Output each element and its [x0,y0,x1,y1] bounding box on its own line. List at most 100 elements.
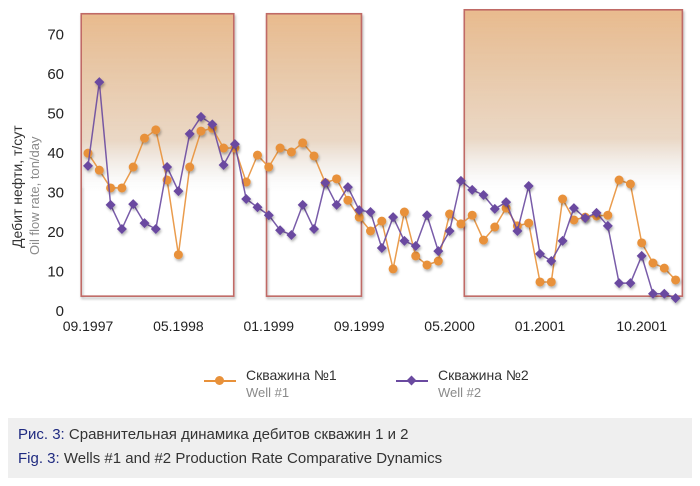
caption-line-ru: Рис. 3: Сравнительная динамика дебитов с… [18,426,408,443]
data-point [535,248,545,259]
data-point [501,197,512,208]
x-tick-label: 01.2001 [515,318,566,334]
data-point [128,162,138,172]
data-point [490,222,500,232]
data-point [94,77,105,88]
highlight-range-1 [80,12,235,297]
data-point [614,175,624,185]
series-2 [83,77,681,304]
highlight-ranges [80,9,684,297]
data-point [670,293,681,304]
legend-label-ru: Скважина №1 [246,367,337,383]
y-axis-label: Дебит нефти, т/сут Oil flow rate, ton/da… [4,0,42,320]
data-point [524,218,534,228]
data-point [602,220,613,231]
data-point [116,224,127,235]
data-point [150,224,161,235]
y-axis-label-ru: Дебит нефти, т/сут [9,125,25,248]
data-point [365,207,376,218]
data-point [128,199,139,210]
data-point [411,251,421,261]
data-point [320,177,331,188]
data-point [558,194,568,204]
x-tick-label: 09.1997 [63,318,114,334]
x-tick-label: 10.2001 [616,318,667,334]
data-point [343,195,353,205]
data-point [456,219,466,229]
data-point [173,186,184,197]
data-point [140,133,149,143]
data-point [659,288,670,299]
data-point [603,210,613,220]
x-tick-label: 05.2000 [424,318,475,334]
data-point [569,215,579,225]
data-point [546,256,557,267]
y-tick-label: 0 [56,303,64,320]
data-point [196,126,206,136]
data-point [185,162,195,172]
data-point [557,235,568,246]
data-point [173,250,183,260]
caption-prefix-ru: Рис. 3: [18,426,65,443]
legend: Скважина №1 Well #1 Скважина №2 Well #2 [200,367,600,407]
data-point [445,209,455,219]
data-point [354,205,365,216]
y-tick-label: 10 [47,264,64,281]
data-point [637,238,647,248]
data-point [309,224,319,235]
data-point [467,210,477,220]
data-point [309,151,319,161]
data-point [422,260,432,270]
data-point [433,256,443,266]
data-point [218,160,229,171]
data-point [275,225,286,236]
data-point [263,210,274,221]
y-tick-label: 60 [47,66,64,83]
data-point [568,203,579,214]
y-tick-label: 30 [47,185,64,202]
data-point [546,277,556,287]
data-point [671,275,681,285]
data-point [580,212,591,223]
y-tick-label: 50 [47,106,64,123]
data-point [377,216,387,226]
data-point [648,288,658,299]
series-1 [83,123,681,287]
data-point [298,138,308,148]
caption-text-en: Wells #1 and #2 Production Rate Comparat… [59,450,443,467]
data-point [399,207,409,217]
legend-label-ru: Скважина №2 [438,367,529,383]
data-point [83,148,93,158]
y-axis-label-en: Oil flow rate, ton/day [27,136,42,256]
data-point [659,263,669,273]
data-point [433,246,444,257]
series-lines [83,77,681,304]
data-point [83,160,93,171]
caption-prefix-en: Fig. 3: [18,450,60,467]
y-axis-ticks: 0 10 20 30 40 50 60 70 [47,27,64,321]
y-tick-label: 20 [47,224,64,241]
legend-label-en: Well #2 [438,385,482,400]
data-point [184,128,195,139]
data-point [376,242,387,253]
data-point [366,226,375,236]
x-tick-label: 01.1999 [243,318,294,334]
x-tick-label: 09.1999 [334,318,385,334]
data-point [489,203,500,214]
data-point [275,143,285,153]
data-point [512,226,523,236]
data-point [139,218,150,229]
diamond-marker-icon [406,375,417,386]
x-tick-label: 05.1998 [153,318,204,334]
y-tick-label: 40 [47,145,64,162]
circle-marker-icon [215,376,224,385]
data-point [286,147,296,157]
data-point [105,199,116,210]
legend-label-en: Well #1 [246,385,290,400]
data-point [388,212,399,223]
data-point [591,207,602,218]
data-point [94,165,104,175]
data-point [229,139,240,150]
data-point [297,199,308,210]
